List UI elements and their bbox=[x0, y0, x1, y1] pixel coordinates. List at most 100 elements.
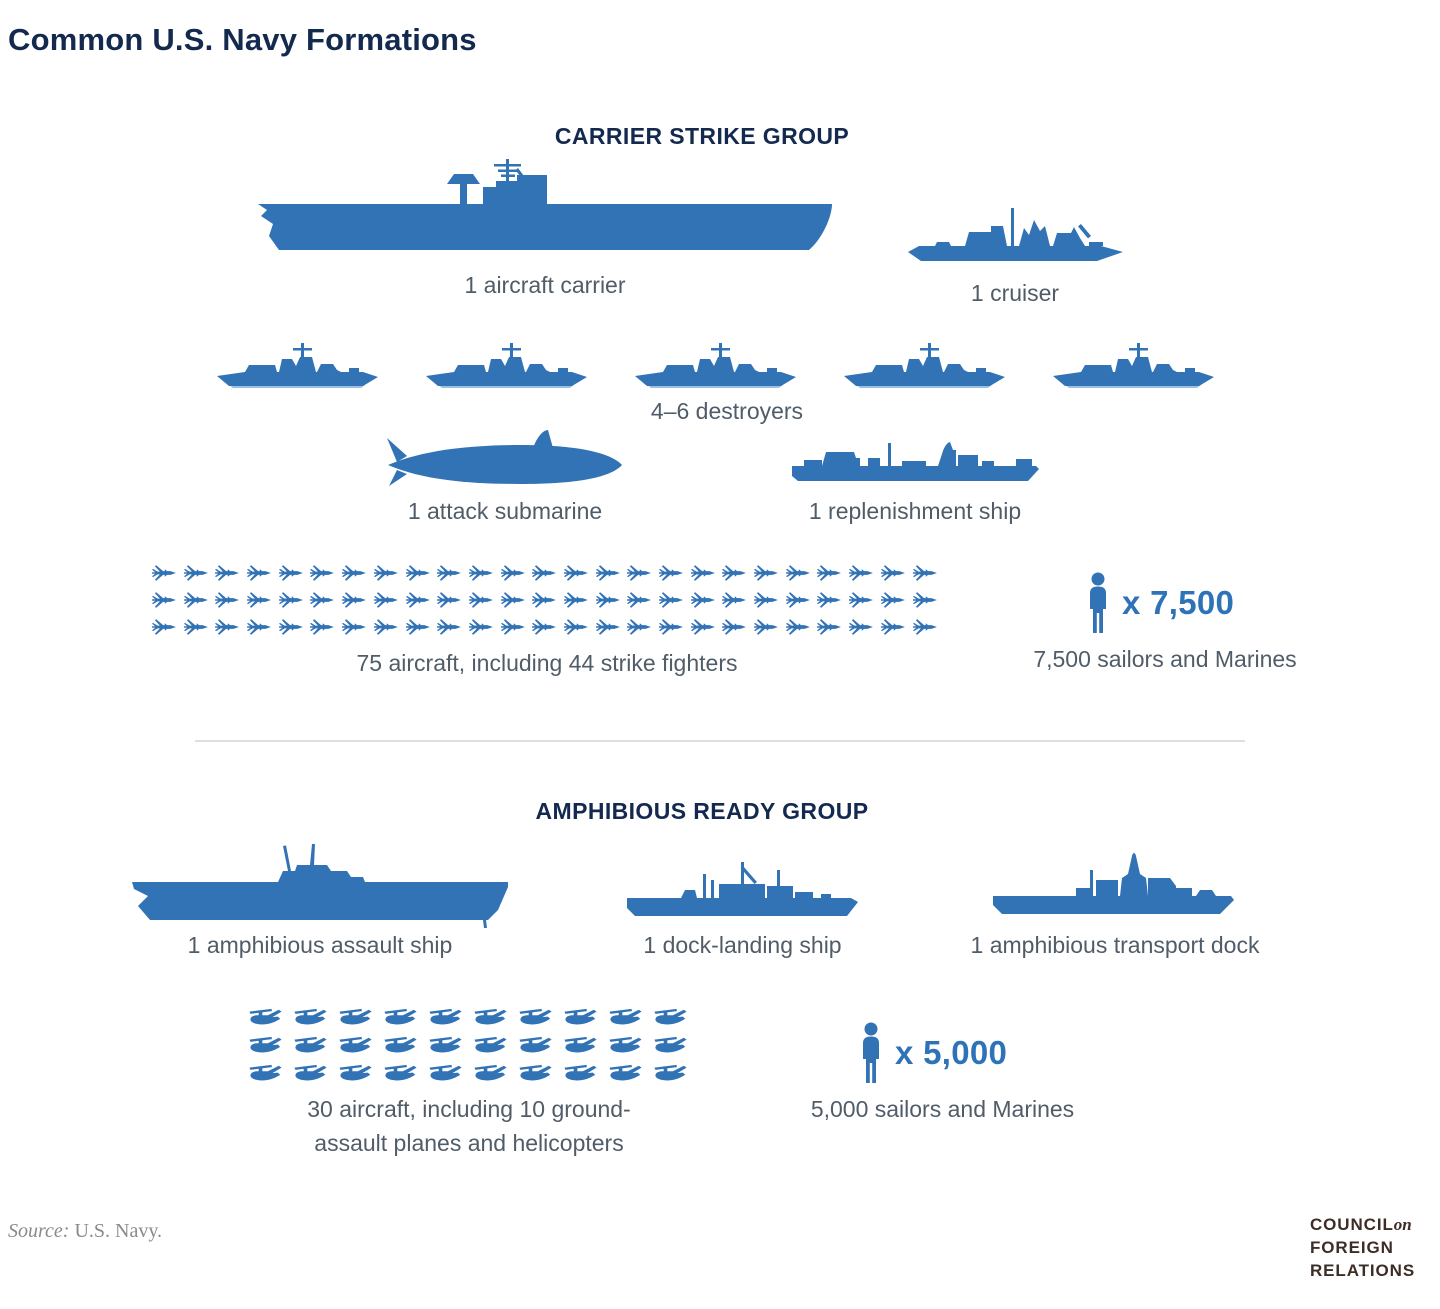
tiltrotor-aircraft-icon bbox=[247, 1063, 285, 1085]
amphibious-transport-dock-icon bbox=[990, 850, 1235, 918]
submarine-label: 1 attack submarine bbox=[407, 498, 603, 524]
fighter-jet-icon bbox=[342, 616, 367, 638]
tiltrotor-aircraft-icon bbox=[382, 1063, 420, 1085]
fighter-jet-icon bbox=[912, 616, 937, 638]
tiltrotor-aircraft-icon bbox=[292, 1007, 330, 1029]
fighter-jet-icon bbox=[785, 616, 810, 638]
attack-submarine-icon bbox=[385, 428, 625, 488]
amphibious-ready-group-heading: AMPHIBIOUS READY GROUP bbox=[535, 798, 869, 824]
tiltrotor-aircraft-icon bbox=[382, 1007, 420, 1029]
fighter-jet-icon bbox=[785, 589, 810, 611]
person-icon bbox=[858, 1022, 884, 1084]
arg-aircraft-caption: 30 aircraft, including 10 ground- assaul… bbox=[247, 1092, 691, 1160]
fighter-jet-icon bbox=[342, 562, 367, 584]
tiltrotor-aircraft-icon bbox=[337, 1063, 375, 1085]
fighter-jet-icon bbox=[849, 589, 874, 611]
fighter-jet-icon bbox=[912, 562, 937, 584]
fighter-jet-icon bbox=[278, 562, 303, 584]
tiltrotor-aircraft-icon bbox=[472, 1035, 510, 1057]
amphibious-assault-ship-label: 1 amphibious assault ship bbox=[187, 932, 453, 958]
tiltrotor-aircraft-icon bbox=[652, 1007, 690, 1029]
tiltrotor-aircraft-icon bbox=[247, 1007, 285, 1029]
fighter-jet-icon bbox=[595, 616, 620, 638]
dock-landing-ship-label: 1 dock-landing ship bbox=[643, 932, 842, 958]
fighter-jet-icon bbox=[722, 589, 747, 611]
tiltrotor-aircraft-icon bbox=[292, 1063, 330, 1085]
tiltrotor-aircraft-icon bbox=[247, 1035, 285, 1057]
source-note: Source: U.S. Navy. bbox=[8, 1220, 162, 1243]
csg-personnel-caption: 7,500 sailors and Marines bbox=[1033, 646, 1297, 672]
fighter-jet-icon bbox=[468, 616, 493, 638]
tiltrotor-aircraft-icon bbox=[427, 1035, 465, 1057]
tiltrotor-aircraft-icon bbox=[562, 1035, 600, 1057]
tiltrotor-aircraft-icon bbox=[607, 1035, 645, 1057]
fighter-jet-icon bbox=[278, 616, 303, 638]
fighter-jet-icon bbox=[564, 616, 588, 638]
fighter-jet-icon bbox=[247, 562, 271, 584]
cfr-logo-line3: RELATIONS bbox=[1310, 1260, 1416, 1280]
arg-aircraft-caption-line1: 30 aircraft, including 10 ground- bbox=[307, 1096, 631, 1122]
fighter-jet-icon bbox=[247, 616, 271, 638]
tiltrotor-aircraft-icon bbox=[337, 1007, 375, 1029]
fighter-jet-icon bbox=[405, 589, 430, 611]
fighter-jet-icon bbox=[405, 616, 430, 638]
tiltrotor-aircraft-icon bbox=[427, 1007, 465, 1029]
section-divider bbox=[195, 740, 1245, 742]
fighter-jet-icon bbox=[437, 616, 462, 638]
tiltrotor-aircraft-icon bbox=[517, 1035, 555, 1057]
destroyers-label: 4–6 destroyers bbox=[650, 398, 804, 424]
dock-landing-ship-icon bbox=[625, 856, 860, 920]
tiltrotor-aircraft-icon bbox=[382, 1035, 420, 1057]
fighter-jet-icon bbox=[152, 616, 176, 638]
fighter-jet-icon bbox=[849, 562, 874, 584]
destroyer-icon bbox=[842, 338, 1007, 394]
tiltrotor-aircraft-icon bbox=[517, 1007, 555, 1029]
cfr-logo: COUNCILon FOREIGN RELATIONS bbox=[1310, 1214, 1415, 1282]
cfr-logo-council: COUNCIL bbox=[1310, 1215, 1394, 1234]
fighter-jet-icon bbox=[785, 562, 810, 584]
fighter-jet-icon bbox=[817, 616, 842, 638]
arg-aircraft-caption-line2: assault planes and helicopters bbox=[314, 1130, 624, 1156]
fighter-jet-icon bbox=[373, 616, 398, 638]
tiltrotor-aircraft-icon bbox=[607, 1007, 645, 1029]
amphibious-transport-dock-label: 1 amphibious transport dock bbox=[970, 932, 1260, 958]
fighter-jet-icon bbox=[310, 562, 335, 584]
tiltrotor-aircraft-icon bbox=[652, 1035, 690, 1057]
carrier-strike-group-heading: CARRIER STRIKE GROUP bbox=[554, 123, 850, 149]
fighter-jet-icon bbox=[500, 616, 525, 638]
aircraft-carrier-label: 1 aircraft carrier bbox=[464, 272, 626, 298]
source-label: Source: bbox=[8, 1220, 70, 1242]
fighter-jet-icon bbox=[183, 562, 208, 584]
fighter-jet-icon bbox=[405, 562, 430, 584]
cruiser-label: 1 cruiser bbox=[970, 280, 1060, 306]
cfr-logo-on: on bbox=[1393, 1215, 1412, 1234]
fighter-jet-icon bbox=[152, 562, 176, 584]
fighter-jet-icon bbox=[659, 589, 683, 611]
fighter-jet-icon bbox=[373, 562, 398, 584]
cruiser-icon bbox=[905, 202, 1125, 268]
fighter-jet-icon bbox=[659, 562, 683, 584]
fighter-jet-icon bbox=[183, 616, 208, 638]
fighter-jet-icon bbox=[437, 562, 462, 584]
fighter-jet-icon bbox=[500, 562, 525, 584]
fighter-jet-icon bbox=[595, 562, 620, 584]
tiltrotor-aircraft-icon bbox=[427, 1063, 465, 1085]
fighter-jet-icon bbox=[627, 616, 652, 638]
fighter-jet-icon bbox=[690, 562, 715, 584]
fighter-jet-icon bbox=[880, 562, 905, 584]
fighter-jet-icon bbox=[373, 589, 398, 611]
tiltrotor-aircraft-icon bbox=[652, 1063, 690, 1085]
fighter-jet-icon bbox=[215, 616, 240, 638]
amphibious-assault-ship-icon bbox=[130, 842, 510, 928]
destroyer-icon bbox=[633, 338, 798, 394]
destroyer-icon bbox=[1051, 338, 1216, 394]
fighter-jet-icon bbox=[532, 589, 557, 611]
fighter-jet-icon bbox=[468, 562, 493, 584]
fighter-jet-icon bbox=[754, 589, 778, 611]
tiltrotor-aircraft-icon bbox=[562, 1007, 600, 1029]
tiltrotor-aircraft-icon bbox=[607, 1063, 645, 1085]
tiltrotor-aircraft-icon bbox=[562, 1063, 600, 1085]
fighter-jet-icon bbox=[627, 589, 652, 611]
cfr-logo-line2: FOREIGN bbox=[1310, 1237, 1394, 1257]
